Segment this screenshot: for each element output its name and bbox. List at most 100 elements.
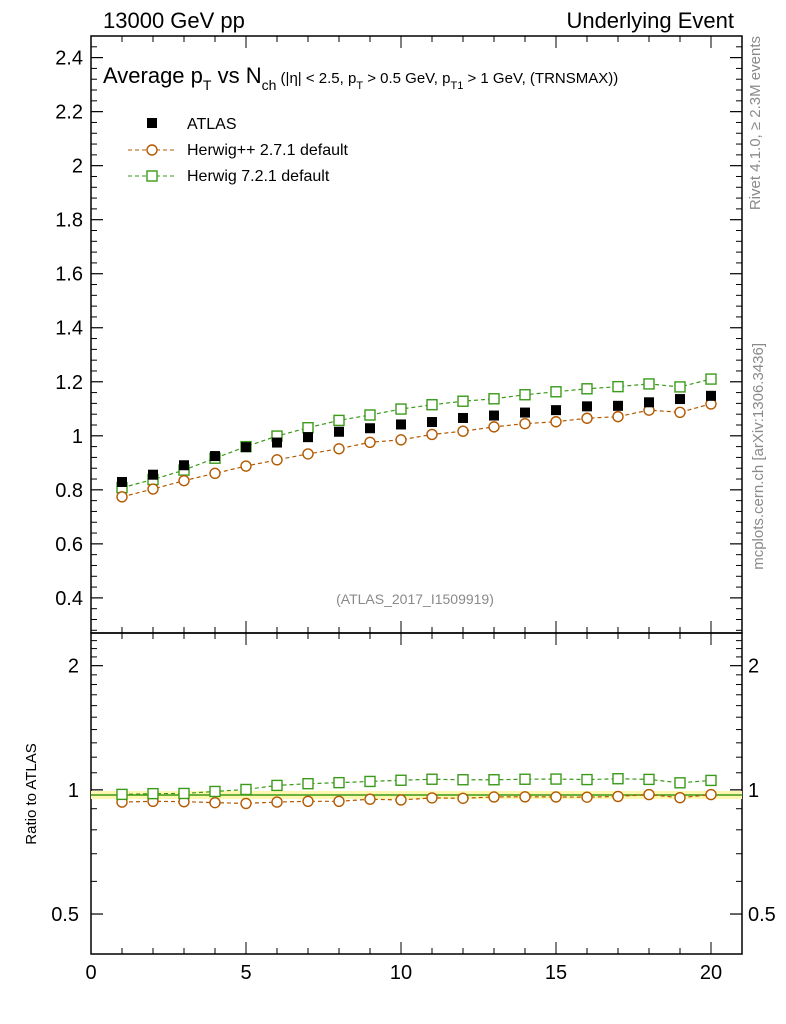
ratio-herwig7-point xyxy=(705,774,717,787)
ratio-herwigpp-point xyxy=(457,792,469,804)
x-tick-label: 20 xyxy=(700,962,722,984)
herwigpp-point xyxy=(333,443,345,455)
ratio-herwigpp-point xyxy=(550,791,562,803)
ratio-y-tick-label: 0.5 xyxy=(51,904,79,926)
atlas-point xyxy=(458,412,468,423)
ratio-herwig7-point xyxy=(581,773,593,786)
main-y-tick-label: 0.4 xyxy=(55,588,83,610)
ratio-herwig7-point xyxy=(147,787,159,800)
ratio-herwig7-point xyxy=(612,773,624,785)
collision-label: 13000 GeV pp xyxy=(103,8,245,33)
herwig7-point xyxy=(426,399,438,411)
atlas-point xyxy=(303,432,313,443)
ratio-herwigpp-point xyxy=(426,792,438,804)
x-tick-label: 10 xyxy=(390,962,412,984)
atlas-point xyxy=(582,401,592,412)
herwigpp-point xyxy=(426,428,438,441)
ratio-herwig7-point xyxy=(395,774,407,786)
atlas-point xyxy=(520,407,530,418)
atlas-point xyxy=(148,469,158,480)
ratio-herwigpp-point xyxy=(519,791,531,803)
ratio-herwig7-point xyxy=(240,783,252,796)
ratio-herwigpp-point xyxy=(240,797,252,810)
herwig7-point xyxy=(581,383,593,395)
atlas-point xyxy=(241,442,251,453)
herwigpp-point xyxy=(209,467,221,480)
herwig7-point xyxy=(612,380,624,393)
ratio-data-layer xyxy=(116,773,717,810)
herwig7-point xyxy=(488,393,500,405)
analysis-id-watermark: (ATLAS_2017_I1509919) xyxy=(336,591,494,607)
x-tick-label: 5 xyxy=(240,962,251,984)
ratio-herwigpp-point xyxy=(705,788,717,801)
main-y-tick-label: 1.4 xyxy=(55,318,83,340)
ratio-herwigpp-point xyxy=(612,790,624,803)
atlas-point xyxy=(117,476,127,487)
x-tick-label: 0 xyxy=(85,962,96,984)
main-y-tick-label: 2.4 xyxy=(55,48,83,70)
ratio-herwig7-point xyxy=(333,776,345,789)
ratio-herwigpp-point xyxy=(395,794,407,806)
plot-title: Average pT vs Nch (|η| < 2.5, pT > 0.5 G… xyxy=(103,63,618,93)
x-tick-label: 15 xyxy=(545,962,567,984)
main-y-tick-label: 1.8 xyxy=(55,210,83,232)
legend-atlas-label: ATLAS xyxy=(187,116,237,133)
ratio-herwigpp-point xyxy=(209,796,221,809)
herwig7-point xyxy=(519,389,531,401)
atlas-point xyxy=(427,417,437,428)
herwigpp-point xyxy=(302,448,314,460)
atlas-point xyxy=(179,460,189,471)
rivet-version-label: Rivet 4.1.0, ≥ 2.3M events xyxy=(747,36,764,210)
legend-herwig7-label: Herwig 7.2.1 default xyxy=(187,168,330,185)
atlas-point xyxy=(613,400,623,411)
herwig7-point xyxy=(364,409,376,421)
ratio-herwig7-point xyxy=(550,773,562,785)
ratio-herwigpp-point xyxy=(643,788,655,801)
ratio-axis-label: Ratio to ATLAS xyxy=(23,743,40,844)
ratio-herwigpp-point xyxy=(674,792,686,804)
ratio-y-tick-label-right: 0.5 xyxy=(748,904,776,926)
herwigpp-point xyxy=(240,460,252,472)
herwig7-point xyxy=(705,373,717,385)
ratio-herwig7-point xyxy=(364,775,376,788)
ratio-herwig7-point xyxy=(116,788,128,801)
main-axis-ticks: 0.4 0.6 0.8 1 1.2 1.4 1.6 1.8 2 2.2 2.4 xyxy=(55,35,743,633)
main-y-tick-label: 1 xyxy=(72,426,83,448)
ratio-herwig7-point xyxy=(178,787,190,800)
herwigpp-point xyxy=(178,474,190,487)
herwigpp-point xyxy=(364,436,376,448)
herwig7-point xyxy=(302,421,314,434)
main-y-tick-label: 2.2 xyxy=(55,102,83,124)
herwigpp-point xyxy=(488,421,500,433)
herwig7-point xyxy=(457,395,469,407)
ratio-herwigpp-point xyxy=(581,791,593,803)
ratio-y-tick-label-right: 1 xyxy=(748,780,759,802)
main-data-layer xyxy=(116,373,717,503)
herwig7-point xyxy=(395,403,407,415)
herwigpp-point xyxy=(271,454,283,466)
legend-herwig7-marker xyxy=(146,170,158,182)
herwigpp-point xyxy=(519,417,531,430)
herwig7-point xyxy=(674,381,686,393)
ratio-axis-ticks: 0.5 0.51 12 20 5 10 15 20 xyxy=(51,633,776,984)
herwigpp-point xyxy=(147,483,159,495)
ratio-herwig7-point xyxy=(302,777,314,790)
herwig7-point xyxy=(550,386,562,398)
process-label: Underlying Event xyxy=(566,8,734,33)
ratio-y-tick-label: 2 xyxy=(68,656,79,678)
main-y-tick-label: 0.6 xyxy=(55,534,83,556)
ratio-herwig7-point xyxy=(457,774,469,786)
main-y-tick-label: 2 xyxy=(72,156,83,178)
atlas-point xyxy=(706,390,716,401)
atlas-point xyxy=(210,451,220,462)
atlas-point xyxy=(334,426,344,437)
legend-herwigpp-label: Herwig++ 2.7.1 default xyxy=(187,142,349,159)
ratio-y-tick-label-right: 2 xyxy=(748,656,759,678)
ratio-herwigpp-point xyxy=(302,795,314,808)
ratio-herwig7-point xyxy=(209,785,221,798)
ratio-y-tick-label: 1 xyxy=(68,780,79,802)
ratio-herwig7-point xyxy=(426,773,438,785)
atlas-point xyxy=(396,419,406,430)
legend-herwigpp-marker xyxy=(146,144,158,156)
